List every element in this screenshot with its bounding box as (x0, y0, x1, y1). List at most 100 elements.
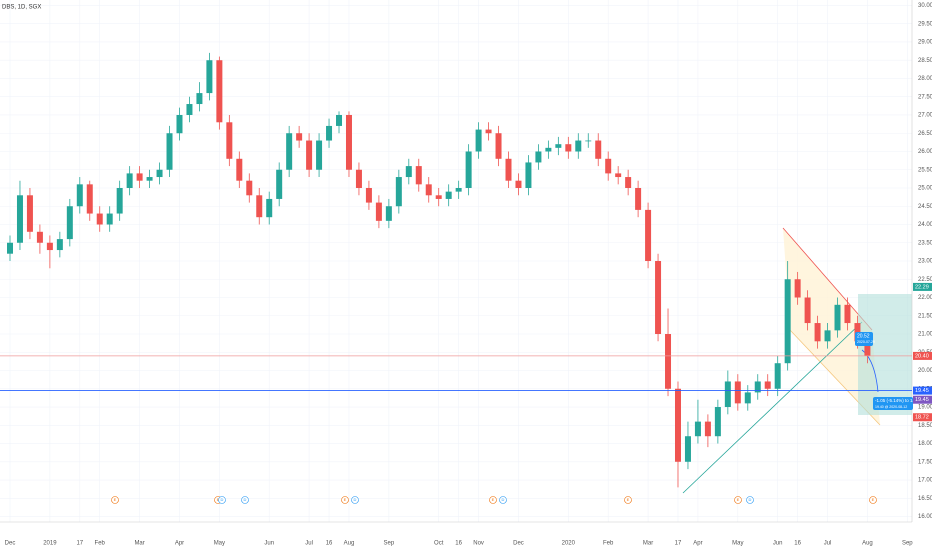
event-icon (734, 496, 742, 504)
y-tick-label: 28.50 (918, 58, 932, 64)
x-tick-label: 16 (455, 541, 462, 547)
channel-upper (782, 227, 873, 331)
x-tick-label: 2019 (43, 541, 57, 547)
candle-body (166, 133, 173, 170)
candle-body (555, 144, 562, 148)
candle-body (16, 195, 23, 243)
x-tick-label: Jul (305, 541, 313, 547)
price-label-box (913, 351, 932, 360)
x-tick-label: Dec (5, 541, 16, 547)
candle-body (665, 334, 672, 389)
event-label: D (244, 497, 247, 502)
candle-body (595, 140, 602, 159)
candle-body (236, 158, 243, 181)
candle-body (535, 151, 542, 163)
event-icon (218, 496, 226, 504)
candle-body (206, 60, 213, 94)
candle-body (834, 304, 841, 331)
x-tick-label: Sep (384, 541, 395, 547)
y-tick-label: 17.00 (918, 478, 932, 484)
candle-body (316, 140, 323, 170)
candle-body (86, 184, 93, 214)
y-tick-label: 26.00 (918, 149, 932, 155)
candle-body (485, 129, 492, 134)
x-tick-label: May (732, 541, 743, 547)
candle-body (615, 173, 622, 178)
y-tick-label: 27.00 (918, 113, 932, 119)
candle-body (864, 341, 871, 356)
event-icon (111, 496, 119, 504)
x-tick-label: Mar (643, 541, 653, 547)
candle-body (365, 187, 372, 203)
candle-body (515, 180, 522, 188)
candle-body (565, 144, 572, 152)
y-tick-label: 22.50 (918, 277, 932, 283)
candle-body (146, 177, 153, 181)
event-label: E (872, 497, 875, 502)
x-tick-label: Nov (473, 541, 484, 547)
y-tick-label: 23.50 (918, 240, 932, 246)
y-tick-label: 27.50 (918, 94, 932, 100)
y-tick-label: 16.00 (918, 514, 932, 520)
candle-body (96, 213, 103, 225)
candle-body (445, 191, 452, 199)
y-tick-label: 19.00 (918, 405, 932, 411)
x-tick-label: Aug (862, 541, 873, 547)
x-tick-label: 2020 (562, 541, 576, 547)
candle-body (286, 133, 293, 170)
candle-body (724, 381, 731, 408)
y-tick-label: 25.00 (918, 186, 932, 192)
marker-sublabel: 2020-07-29 (857, 340, 875, 344)
candle-body (66, 206, 73, 240)
x-tick-label: Apr (175, 541, 184, 547)
candle-body (744, 392, 751, 404)
y-tick-label: 17.50 (918, 459, 932, 465)
marker-label: 20.52 (857, 333, 870, 339)
candle-body (26, 195, 33, 232)
event-label: E (737, 497, 740, 502)
candle-body (326, 125, 333, 141)
candle-body (545, 147, 552, 152)
candle-body (216, 60, 223, 123)
candle-body (425, 184, 432, 196)
candle-body (46, 242, 53, 251)
event-label: E (217, 497, 220, 502)
x-tick-label: Dec (513, 541, 524, 547)
candle-body (355, 169, 362, 188)
candle-body (784, 279, 791, 364)
candle-body (605, 158, 612, 174)
channel-fill (783, 228, 880, 425)
y-tick-label: 16.50 (918, 496, 932, 502)
candle-body (774, 363, 781, 389)
price-label-box (913, 395, 932, 404)
candle-body (585, 140, 592, 142)
price-label-box (913, 386, 932, 395)
x-tick-label: Oct (434, 541, 444, 547)
x-tick-label: Jun (773, 541, 783, 547)
marker-box (855, 332, 873, 346)
y-tick-label: 23.00 (918, 259, 932, 265)
x-tick-label: Feb (603, 541, 614, 547)
candle-body (196, 93, 203, 105)
candle-body (734, 381, 741, 404)
candle-body (794, 279, 801, 298)
candle-body (76, 184, 83, 207)
x-tick-label: Jun (264, 541, 274, 547)
x-tick-label: Mar (134, 541, 144, 547)
candle-body (804, 297, 811, 324)
chart-title: DBS, 1D, SGX (2, 5, 41, 11)
y-tick-label: 30.00 (918, 3, 932, 9)
price-label: 20.40 (915, 353, 929, 359)
event-icon (341, 496, 349, 504)
event-icon (746, 496, 754, 504)
candle-body (635, 187, 642, 210)
candle-body (754, 381, 761, 393)
y-tick-label: 21.00 (918, 332, 932, 338)
candle-body (306, 140, 313, 170)
candle-body (36, 231, 43, 243)
projection-sublabel: 19.40 @ 2020-08-12 (875, 405, 907, 409)
candle-body (375, 202, 382, 221)
candle-body (844, 304, 851, 324)
candle-body (764, 381, 771, 389)
y-tick-label: 21.50 (918, 313, 932, 319)
